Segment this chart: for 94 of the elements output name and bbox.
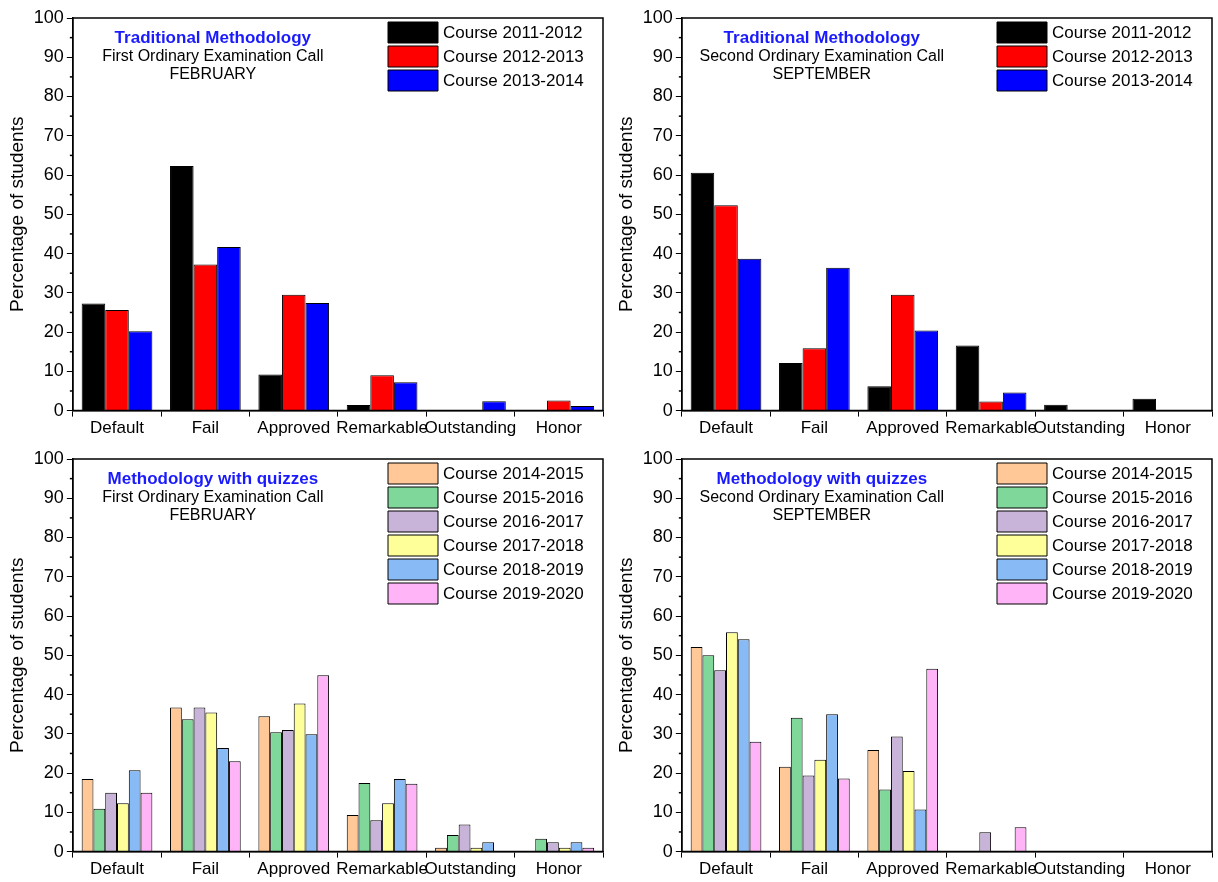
y-tick-label: 60	[43, 605, 64, 626]
legend-label: Course 2011-2012	[1052, 23, 1192, 43]
x-tick-label: Fail	[800, 859, 829, 879]
y-tick-label: 90	[43, 487, 64, 508]
legend-label: Course 2018-2019	[443, 560, 584, 580]
annotation: FEBRUARY	[169, 65, 257, 83]
y-tick-label: 10	[652, 801, 673, 822]
y-tick-label: 30	[43, 281, 64, 302]
y-axis-title: Percentage of students	[5, 557, 27, 754]
y-tick-label: 80	[652, 526, 673, 547]
y-axis-title: Percentage of students	[614, 557, 636, 754]
legend-label: Course 2016-2017	[1052, 512, 1193, 532]
y-tick-label: 90	[652, 46, 673, 67]
y-tick-label: 0	[53, 399, 64, 420]
legend-label: Course 2011-2012	[443, 23, 583, 43]
y-tick-label: 50	[652, 203, 673, 224]
x-tick-label: Approved	[257, 859, 331, 879]
annotation: SEPTEMBER	[772, 506, 872, 524]
x-tick-label: Fail	[191, 418, 220, 438]
y-tick-label: 40	[43, 242, 64, 263]
x-tick-label: Approved	[257, 418, 331, 438]
y-tick-label: 50	[652, 644, 673, 665]
x-tick-label: Default	[90, 859, 145, 879]
text: Traditional Methodology	[114, 27, 312, 47]
y-tick-label: 60	[43, 164, 64, 185]
y-tick-label: 20	[652, 321, 673, 342]
y-tick-label: 10	[652, 360, 673, 381]
y-tick-label: 20	[43, 762, 64, 783]
annotation: First Ordinary Examination Call	[102, 47, 324, 65]
y-tick-label: 30	[43, 722, 64, 743]
y-tick-label: 80	[43, 85, 64, 106]
y-tick-label: 70	[43, 124, 64, 145]
y-tick-label: 80	[43, 526, 64, 547]
y-axis-title: Percentage of students	[614, 116, 636, 313]
annotation: FEBRUARY	[169, 506, 257, 524]
annotation: Second Ordinary Examination Call	[699, 488, 945, 506]
y-tick-label: 20	[43, 321, 64, 342]
legend-label: Course 2019-2020	[1052, 584, 1193, 604]
annotation: Second Ordinary Examination Call	[699, 47, 945, 65]
y-tick-label: 30	[652, 722, 673, 743]
legend-label: Course 2013-2014	[1052, 71, 1193, 91]
text: Methodology with quizzes	[716, 468, 928, 488]
legend-label: Course 2017-2018	[1052, 536, 1193, 556]
annotation: SEPTEMBER	[772, 65, 872, 83]
x-tick-label: Default	[699, 418, 754, 438]
legend-label: Course 2015-2016	[1052, 488, 1193, 508]
y-tick-label: 60	[652, 164, 673, 185]
x-tick-label: Fail	[191, 859, 220, 879]
y-tick-label: 50	[43, 644, 64, 665]
y-tick-label: 100	[33, 447, 64, 468]
y-tick-label: 40	[652, 683, 673, 704]
y-tick-label: 60	[652, 605, 673, 626]
y-tick-label: 70	[652, 124, 673, 145]
y-tick-label: 40	[652, 242, 673, 263]
legend-label: Course 2014-2015	[1052, 464, 1193, 484]
y-tick-label: 100	[642, 6, 673, 27]
text: Traditional Methodology	[723, 27, 921, 47]
y-tick-label: 30	[652, 281, 673, 302]
x-tick-label: Honor	[535, 859, 583, 879]
y-tick-label: 10	[43, 801, 64, 822]
legend-label: Course 2013-2014	[443, 71, 584, 91]
legend-label: Course 2019-2020	[443, 584, 584, 604]
legend-label: Course 2012-2013	[1052, 47, 1193, 67]
legend-label: Course 2014-2015	[443, 464, 584, 484]
legend-label: Course 2017-2018	[443, 536, 584, 556]
legend-label: Course 2018-2019	[1052, 560, 1193, 580]
annotation: First Ordinary Examination Call	[102, 488, 324, 506]
y-tick-label: 80	[652, 85, 673, 106]
legend-label: Course 2012-2013	[443, 47, 584, 67]
y-tick-label: 0	[53, 840, 64, 861]
x-tick-label: Fail	[800, 418, 829, 438]
y-tick-label: 0	[662, 399, 673, 420]
x-tick-label: Default	[699, 859, 754, 879]
y-tick-label: 100	[33, 6, 64, 27]
x-tick-label: Honor	[535, 418, 583, 438]
y-tick-label: 10	[43, 360, 64, 381]
x-tick-label: Honor	[1144, 418, 1192, 438]
y-tick-label: 20	[652, 762, 673, 783]
y-axis-title: Percentage of students	[5, 116, 27, 313]
x-tick-label: Default	[90, 418, 145, 438]
text: Methodology with quizzes	[107, 468, 319, 488]
x-tick-label: Approved	[866, 859, 940, 879]
y-tick-label: 100	[642, 447, 673, 468]
y-tick-label: 70	[652, 565, 673, 586]
y-tick-label: 90	[43, 46, 64, 67]
y-tick-label: 50	[43, 203, 64, 224]
x-tick-label: Honor	[1144, 859, 1192, 879]
legend-label: Course 2016-2017	[443, 512, 584, 532]
legend-label: Course 2015-2016	[443, 488, 584, 508]
y-tick-label: 40	[43, 683, 64, 704]
y-tick-label: 0	[662, 840, 673, 861]
y-tick-label: 70	[43, 565, 64, 586]
y-tick-label: 90	[652, 487, 673, 508]
x-tick-label: Approved	[866, 418, 940, 438]
